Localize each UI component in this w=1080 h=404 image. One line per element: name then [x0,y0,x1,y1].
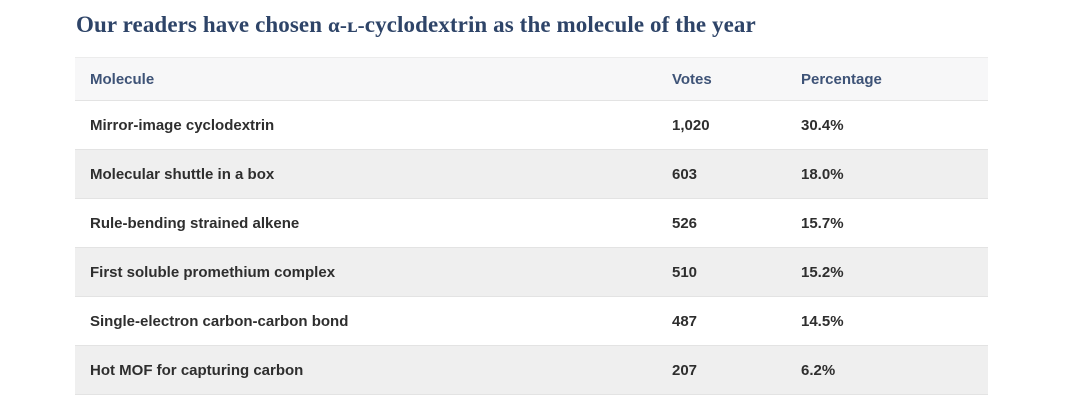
table-header: Molecule Votes Percentage [75,57,988,101]
percentage-cell: 30.4% [801,116,844,134]
title-suffix: as the molecule of the year [487,12,756,37]
table-row: Molecular shuttle in a box 603 18.0% [75,149,988,199]
votes-cell: 207 [672,361,698,379]
molecule-cell: Mirror-image cyclodextrin [90,116,275,134]
table-row: Hot MOF for capturing carbon 207 6.2% [75,345,988,395]
table-row: Mirror-image cyclodextrin 1,020 30.4% [75,100,988,150]
molecule-cell: First soluble promethium complex [90,263,336,281]
title-prefix: Our readers have chosen [76,12,328,37]
table-header-row: Molecule Votes Percentage [75,57,988,101]
molecule-cell: Hot MOF for capturing carbon [90,361,304,379]
page-title: Our readers have chosen α-ʟ-cyclodextrin… [76,12,756,38]
column-header-votes: Votes [672,70,712,88]
column-header-percentage: Percentage [801,70,882,88]
molecule-cell: Single-electron carbon-carbon bond [90,312,349,330]
votes-cell: 526 [672,214,698,232]
column-header-molecule: Molecule [90,70,155,88]
table-row: Single-electron carbon-carbon bond 487 1… [75,296,988,346]
title-molecule-greek-prefix: α-ʟ- [328,13,365,37]
molecule-cell: Rule-bending strained alkene [90,214,300,232]
votes-cell: 1,020 [672,116,710,134]
title-molecule-name: cyclodextrin [364,12,488,37]
percentage-cell: 15.2% [801,263,844,281]
molecule-cell: Molecular shuttle in a box [90,165,275,183]
percentage-cell: 14.5% [801,312,844,330]
table-row: Rule-bending strained alkene 526 15.7% [75,198,988,248]
poll-results-table: Molecule Votes Percentage Mirror-image c… [75,57,988,395]
percentage-cell: 18.0% [801,165,844,183]
table-body: Mirror-image cyclodextrin 1,020 30.4% Mo… [75,100,988,395]
votes-cell: 487 [672,312,698,330]
votes-cell: 603 [672,165,698,183]
percentage-cell: 6.2% [801,361,836,379]
table-row: First soluble promethium complex 510 15.… [75,247,988,297]
votes-cell: 510 [672,263,698,281]
percentage-cell: 15.7% [801,214,844,232]
